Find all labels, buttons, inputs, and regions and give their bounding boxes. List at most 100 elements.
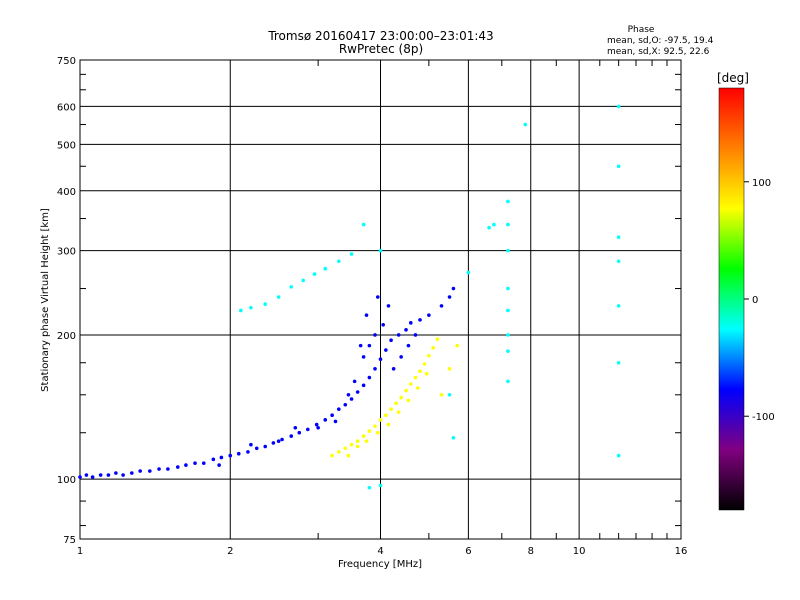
data-point (236, 451, 241, 456)
data-point (404, 388, 408, 393)
phase-stats-heading: Phase (628, 25, 655, 35)
data-point (367, 375, 372, 380)
data-point (381, 323, 385, 327)
data-point (349, 397, 354, 401)
data-point (211, 457, 216, 462)
data-point (413, 375, 418, 380)
data-point (355, 444, 360, 449)
data-point (466, 270, 471, 275)
data-point (276, 295, 281, 299)
colorbar-tick-label: 100 (752, 178, 771, 189)
y-tick-label: 400 (57, 187, 76, 198)
data-point (316, 426, 320, 430)
data-point (406, 343, 411, 348)
data-point (373, 424, 377, 428)
grid (80, 59, 681, 540)
phase-stats-o: mean, sd,O: -97.5, 19.4 (607, 36, 714, 46)
data-point (219, 455, 224, 460)
data-point (616, 104, 621, 109)
x-tick-label: 16 (675, 546, 688, 557)
phase-stats-x: mean, sd,X: 92.5, 22.6 (607, 47, 710, 57)
x-tick-label: 8 (528, 546, 534, 557)
x-axis-label: Frequency [MHz] (338, 559, 422, 570)
data-point (413, 333, 418, 337)
data-point (276, 439, 281, 444)
colorbar-label: [deg] (717, 71, 749, 85)
x-tick-label: 10 (573, 546, 586, 557)
data-point (228, 453, 233, 458)
data-point (455, 343, 460, 348)
data-point (314, 422, 319, 427)
colorbar (718, 87, 745, 511)
data-point (106, 473, 111, 477)
x-tick-label: 1 (77, 546, 83, 557)
data-point (408, 382, 413, 386)
data-point (358, 343, 363, 348)
data-point (378, 418, 383, 422)
data-point (148, 469, 152, 473)
data-point (396, 410, 401, 414)
data-point (384, 348, 388, 352)
data-point (422, 362, 427, 366)
colorbar-ticks: 100 0 -100 (744, 178, 775, 423)
data-point (323, 266, 328, 271)
y-axis-label: Stationary phase Virtual Height [km] (40, 208, 51, 392)
y-tick-label: 100 (57, 475, 76, 486)
data-point (435, 337, 440, 341)
data-point (114, 471, 118, 475)
data-point (361, 355, 366, 359)
data-point (138, 469, 142, 473)
data-point (305, 427, 310, 432)
data-point (323, 418, 328, 422)
data-point (418, 318, 422, 322)
data-point (364, 313, 369, 317)
data-point (431, 346, 435, 350)
data-point (506, 349, 510, 353)
data-point (246, 450, 250, 454)
data-point (506, 248, 510, 253)
data-point (389, 338, 393, 343)
data-point (330, 413, 334, 417)
x-tick-label: 6 (465, 546, 471, 557)
data-point (337, 259, 341, 264)
data-point (361, 434, 366, 438)
data-point (447, 295, 452, 299)
data-point (396, 333, 401, 337)
data-point (361, 222, 366, 227)
data-point (506, 199, 510, 204)
data-point (523, 122, 528, 127)
data-point (175, 465, 180, 469)
y-axis-ticks: 75 100 200 300 400 500 600 750 (57, 56, 681, 546)
data-points (78, 104, 621, 490)
data-point (386, 304, 391, 308)
data-point (217, 463, 221, 467)
y-tick-label: 75 (63, 535, 76, 546)
data-point (166, 467, 170, 471)
data-point (439, 393, 444, 397)
data-point (297, 430, 302, 435)
data-point (384, 413, 388, 417)
data-point (121, 473, 125, 477)
data-point (375, 430, 380, 435)
data-point (506, 286, 510, 291)
data-point (373, 366, 377, 371)
data-point (349, 442, 354, 447)
data-point (408, 321, 413, 325)
data-point (506, 308, 510, 313)
colorbar-tick-label: 0 (752, 295, 758, 306)
data-point (271, 441, 276, 445)
data-point (352, 379, 357, 384)
colorbar-tick-label: -100 (752, 412, 775, 423)
data-point (492, 222, 496, 227)
x-tick-label: 2 (227, 546, 233, 557)
data-point (375, 295, 380, 299)
data-point (415, 386, 420, 390)
data-point (399, 355, 403, 359)
data-point (333, 419, 338, 424)
chart-title: Tromsø 20160417 23:00:00–23:01:43 (267, 29, 493, 43)
data-point (330, 453, 334, 458)
data-point (427, 313, 431, 317)
data-point (337, 450, 341, 454)
y-tick-label: 300 (57, 247, 76, 258)
data-point (391, 366, 396, 371)
